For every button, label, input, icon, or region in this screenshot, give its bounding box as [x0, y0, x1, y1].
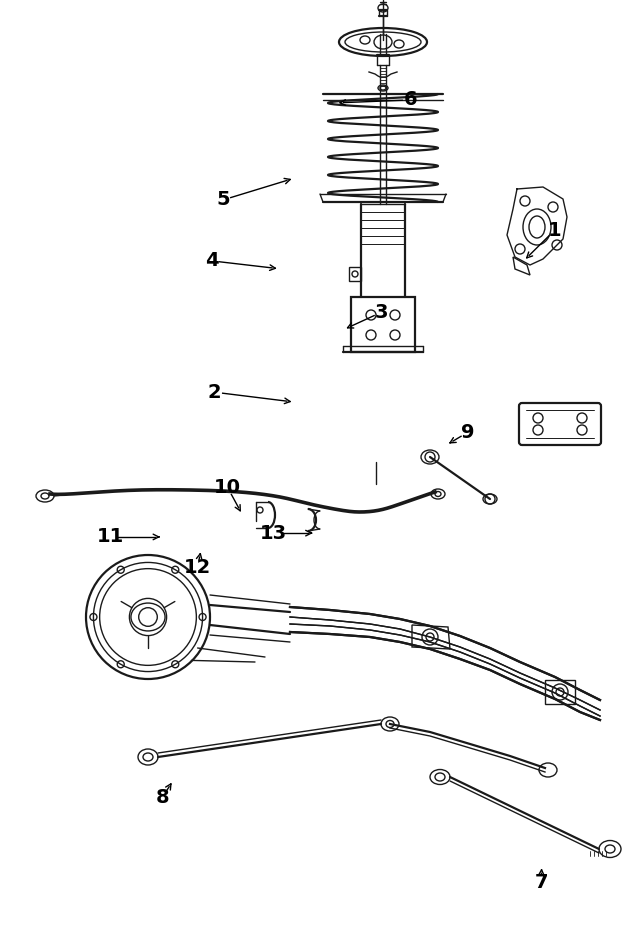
Text: 11: 11 [97, 527, 124, 546]
Text: 4: 4 [204, 251, 219, 270]
Text: 8: 8 [155, 788, 169, 807]
Text: 7: 7 [534, 873, 548, 892]
Text: 6: 6 [403, 90, 417, 109]
Text: 3: 3 [374, 303, 388, 322]
Text: 12: 12 [184, 558, 211, 577]
Text: 10: 10 [214, 478, 241, 497]
Text: 13: 13 [260, 524, 287, 543]
Text: 1: 1 [547, 221, 562, 240]
Text: 9: 9 [461, 423, 475, 442]
Polygon shape [290, 607, 600, 720]
Text: 5: 5 [216, 190, 230, 209]
Text: 2: 2 [208, 383, 222, 402]
